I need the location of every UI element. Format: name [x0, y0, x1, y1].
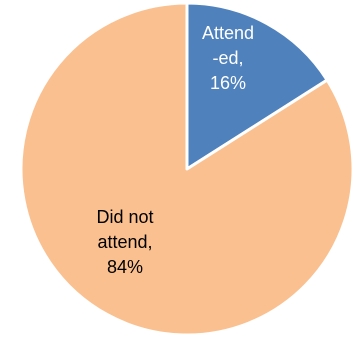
- pie-slice-label-line: Attend: [202, 23, 254, 43]
- pie-labels: Attend -ed, 16% Did not attend, 84%: [96, 23, 254, 277]
- pie-slice-label-line: 16%: [210, 73, 246, 93]
- pie-slice-label-line: -ed,: [212, 48, 243, 68]
- pie-slices: [19, 1, 355, 337]
- pie-slice-label-did-not-attend: Did not attend, 84%: [96, 207, 153, 277]
- pie-slice-label-line: Did not: [96, 207, 153, 227]
- pie-slice-label-attended: Attend -ed, 16%: [202, 23, 254, 93]
- pie-slice-attended: [185, 1, 329, 171]
- pie-slice-label-line: attend,: [97, 232, 152, 252]
- pie-slice-label-line: 84%: [107, 257, 143, 277]
- pie-slice-did-not-attend: [19, 1, 355, 337]
